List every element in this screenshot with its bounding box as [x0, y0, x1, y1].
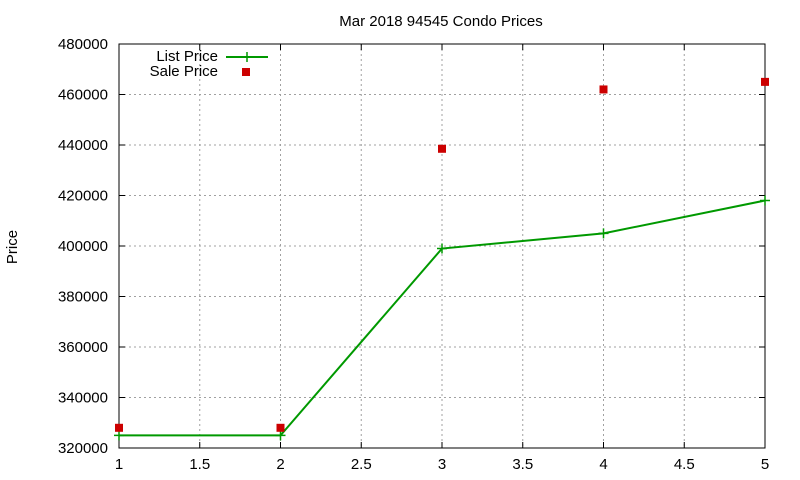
legend: List Price Sale Price [150, 48, 268, 80]
sale-price-point [599, 85, 608, 94]
list-price-point [275, 430, 286, 441]
x-tick-label: 5 [761, 456, 769, 473]
axis-ticks: 1 1.5 2 2.5 3 3.5 4 4.5 5 320000 340000 360000 38000… [58, 36, 769, 473]
legend-marker-sale-price [242, 68, 250, 76]
y-tick-label: 480000 [58, 36, 108, 53]
y-tick-label: 340000 [58, 390, 108, 407]
sale-price-point [276, 423, 285, 432]
chart-title: Mar 2018 94545 Condo Prices [339, 13, 542, 30]
y-axis-label: Price [4, 230, 21, 264]
legend-label-list-price: List Price [156, 48, 218, 65]
list-price-point [114, 430, 124, 441]
list-price-point [760, 195, 770, 206]
y-tick-label: 440000 [58, 137, 108, 154]
y-tick-label: 320000 [58, 440, 108, 457]
y-tick-label: 380000 [58, 289, 108, 306]
list-price-point [598, 228, 609, 239]
x-tick-label: 3 [438, 456, 446, 473]
legend-label-sale-price: Sale Price [150, 63, 218, 80]
sale-price-point [115, 423, 123, 432]
list-price-point [437, 243, 447, 254]
x-tick-label: 4 [599, 456, 607, 473]
series-layer [114, 77, 770, 441]
legend-marker-list-price [242, 52, 252, 62]
x-tick-label: 4.5 [674, 456, 695, 473]
y-tick-label: 400000 [58, 238, 108, 255]
x-tick-label: 3.5 [512, 456, 533, 473]
sale-price-point [761, 77, 769, 86]
y-tick-label: 360000 [58, 339, 108, 356]
sale-price-point [438, 144, 446, 153]
x-tick-label: 2 [276, 456, 284, 473]
y-tick-label: 460000 [58, 87, 108, 104]
x-tick-label: 1.5 [189, 456, 210, 473]
y-tick-label: 420000 [58, 188, 108, 205]
x-tick-label: 1 [115, 456, 123, 473]
x-tick-label: 2.5 [351, 456, 372, 473]
